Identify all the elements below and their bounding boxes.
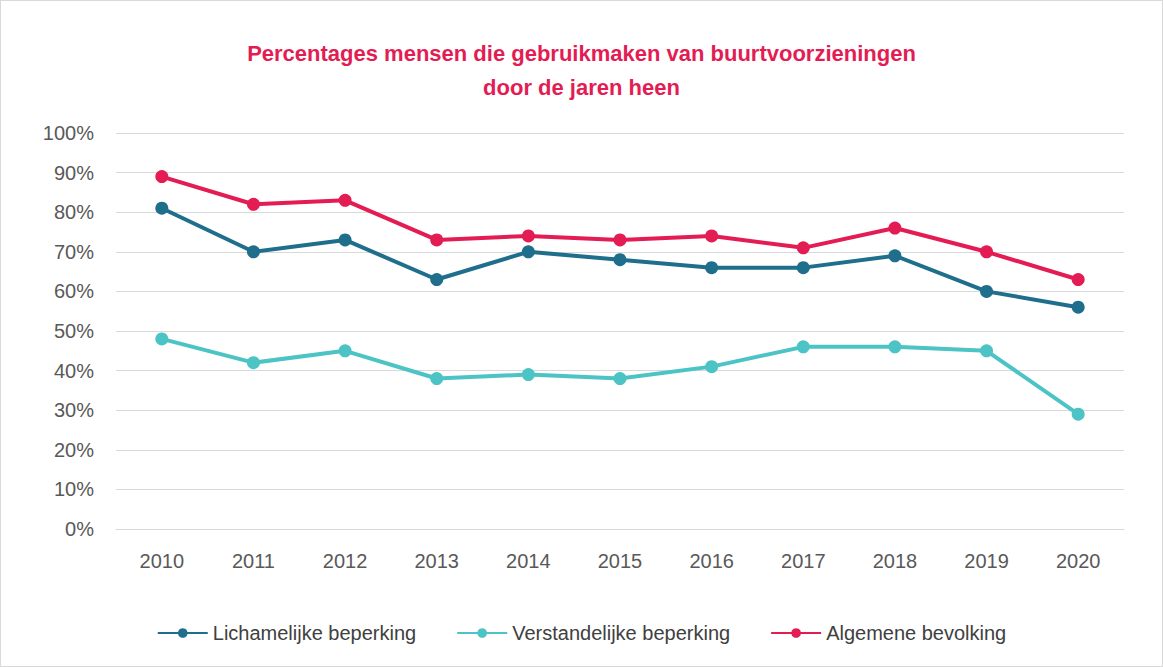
svg-text:door de jaren heen: door de jaren heen bbox=[483, 75, 680, 100]
svg-text:2019: 2019 bbox=[964, 550, 1009, 572]
svg-text:60%: 60% bbox=[54, 280, 94, 302]
svg-text:Verstandelijke beperking: Verstandelijke beperking bbox=[512, 622, 730, 644]
svg-text:90%: 90% bbox=[54, 162, 94, 184]
svg-text:70%: 70% bbox=[54, 241, 94, 263]
svg-text:2011: 2011 bbox=[232, 550, 275, 572]
svg-text:2016: 2016 bbox=[689, 550, 734, 572]
svg-text:80%: 80% bbox=[54, 201, 94, 223]
svg-text:2012: 2012 bbox=[323, 550, 368, 572]
svg-text:2014: 2014 bbox=[506, 550, 551, 572]
svg-text:50%: 50% bbox=[54, 320, 94, 342]
svg-text:2020: 2020 bbox=[1056, 550, 1101, 572]
svg-text:Algemene bevolking: Algemene bevolking bbox=[826, 622, 1006, 644]
svg-text:20%: 20% bbox=[54, 439, 94, 461]
svg-text:10%: 10% bbox=[54, 478, 94, 500]
svg-text:30%: 30% bbox=[54, 399, 94, 421]
svg-text:100%: 100% bbox=[43, 122, 94, 144]
svg-text:2013: 2013 bbox=[414, 550, 459, 572]
svg-text:2015: 2015 bbox=[598, 550, 643, 572]
svg-text:40%: 40% bbox=[54, 360, 94, 382]
svg-text:2018: 2018 bbox=[873, 550, 918, 572]
svg-text:2017: 2017 bbox=[781, 550, 826, 572]
svg-text:Percentages mensen die gebruik: Percentages mensen die gebruikmaken van … bbox=[247, 41, 916, 66]
svg-text:2010: 2010 bbox=[140, 550, 185, 572]
svg-text:Lichamelijke beperking: Lichamelijke beperking bbox=[213, 622, 416, 644]
svg-text:0%: 0% bbox=[65, 518, 94, 540]
